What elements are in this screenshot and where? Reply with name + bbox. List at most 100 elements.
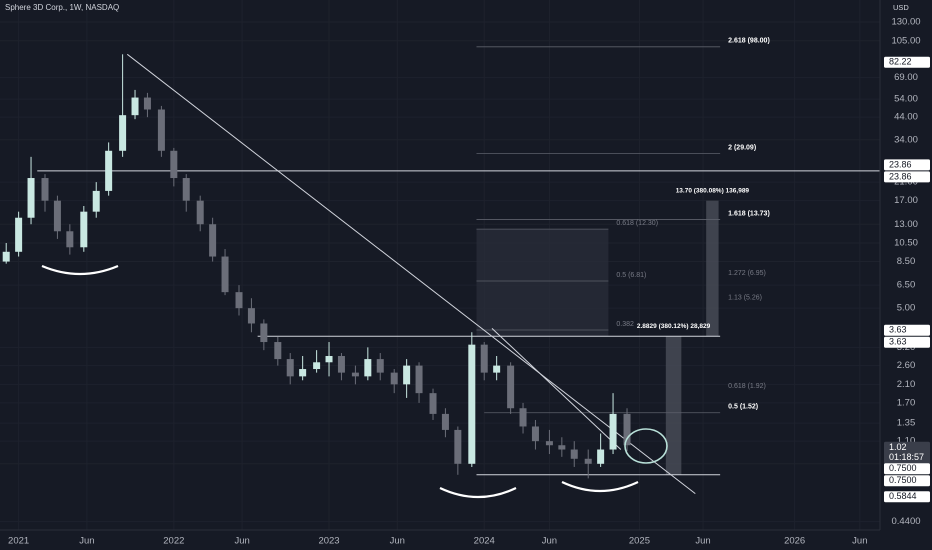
fib-label: 0.382 xyxy=(616,321,634,328)
candle-body xyxy=(15,217,23,252)
candle-body xyxy=(531,426,539,442)
candle-body xyxy=(299,369,307,377)
y-tick-label: 1.10 xyxy=(897,436,916,447)
price-label-box xyxy=(884,491,930,503)
candle-body xyxy=(570,449,578,459)
candle-body xyxy=(480,344,488,373)
candle-body xyxy=(519,408,527,427)
candle-body xyxy=(507,365,515,409)
highlight-circle xyxy=(624,428,668,464)
candle-body xyxy=(429,393,437,414)
fib-label: 2.618 (98.00) xyxy=(728,38,770,45)
candle-body xyxy=(286,359,294,377)
y-tick-label: 34.00 xyxy=(894,134,918,145)
price-label-box xyxy=(884,159,930,171)
candle-body xyxy=(196,200,204,225)
fib-label: 2 (29.09) xyxy=(728,144,756,151)
chart-title: Sphere 3D Corp., 1W, NASDAQ xyxy=(5,3,119,12)
y-tick-label: 17.00 xyxy=(894,195,918,206)
plot-area xyxy=(2,46,880,495)
candle-body xyxy=(403,365,411,385)
y-tick-label: 130.00 xyxy=(891,17,920,28)
x-tick-label: Jun xyxy=(390,536,405,547)
x-tick-label: Jun xyxy=(852,536,867,547)
candle-body xyxy=(80,211,88,248)
y-tick-label: 2.10 xyxy=(897,379,916,390)
candle-body xyxy=(454,429,462,464)
x-tick-label: 2021 xyxy=(8,536,29,547)
candle-body xyxy=(143,97,151,110)
price-label-box xyxy=(884,171,930,183)
y-tick-label: 2.60 xyxy=(897,360,916,371)
y-tick-label: 10.50 xyxy=(894,238,918,249)
candle-body xyxy=(105,150,113,191)
candle-body xyxy=(376,359,384,373)
y-tick-label: 0.4400 xyxy=(891,516,920,527)
price-label: 0.5844 xyxy=(889,491,917,501)
x-tick-label: 2023 xyxy=(318,536,339,547)
candle-body xyxy=(27,178,35,218)
price-label: 0.7500 xyxy=(889,463,917,473)
candle-body xyxy=(92,190,100,212)
price-label: 3.63 xyxy=(889,325,907,335)
trendline xyxy=(126,53,696,495)
fib-label: 1.272 (6.95) xyxy=(728,270,766,277)
candle-body xyxy=(209,224,217,257)
fib-label: 0.618 (1.92) xyxy=(728,383,766,390)
candle-body xyxy=(584,458,592,464)
candle-body xyxy=(364,359,372,377)
trendline xyxy=(491,328,622,450)
price-label-box xyxy=(884,56,930,68)
x-tick-label: Jun xyxy=(234,536,249,547)
fib-label: 0.5 (1.52) xyxy=(728,404,758,411)
x-tick-label: 2026 xyxy=(784,536,805,547)
projection-label: 2.8829 (380.12%) 28,829 xyxy=(637,323,711,330)
fib-label: 0.5 (6.81) xyxy=(616,272,646,279)
candle-body xyxy=(325,356,333,363)
projection-bar xyxy=(665,336,682,475)
zone xyxy=(476,229,609,337)
x-tick-label: Jun xyxy=(79,536,94,547)
projection-label: 13.70 (380.08%) 136,989 xyxy=(676,187,750,194)
y-tick-label: 54.00 xyxy=(894,94,918,105)
candle-body xyxy=(441,413,449,430)
candle-body xyxy=(131,97,139,116)
y-tick-label: 105.00 xyxy=(891,35,920,46)
candle-body xyxy=(53,200,61,232)
price-label-box xyxy=(884,441,930,464)
price-label: 0.7500 xyxy=(889,475,917,485)
candle-body xyxy=(2,251,10,262)
candle-body xyxy=(235,292,243,309)
currency: USD xyxy=(893,3,909,12)
candle-body xyxy=(493,365,501,373)
candle-body xyxy=(260,323,268,343)
price-label: 3.63 xyxy=(889,337,907,347)
candle-body xyxy=(468,344,476,464)
y-tick-label: 44.00 xyxy=(894,112,918,123)
pattern-arc xyxy=(41,264,119,276)
fib-label: 1.13 (5.26) xyxy=(728,295,762,302)
candle-body xyxy=(390,372,398,385)
price-label-box xyxy=(884,324,930,336)
projection-bar xyxy=(706,200,719,337)
x-tick-label: Jun xyxy=(542,536,557,547)
x-tick-label: 2025 xyxy=(629,536,650,547)
pattern-arc xyxy=(561,481,639,493)
price-label: 23.86 xyxy=(889,171,912,181)
y-tick-label: 1.70 xyxy=(897,397,916,408)
price-label: 82.22 xyxy=(889,57,912,67)
candle-body xyxy=(597,449,605,464)
candle-body xyxy=(66,231,74,248)
y-tick-label: 6.50 xyxy=(897,280,916,291)
y-tick-label: 13.00 xyxy=(894,219,918,230)
candle-body xyxy=(351,372,359,377)
candle-body xyxy=(337,356,345,373)
candle-body xyxy=(182,178,190,201)
x-tick-label: 2022 xyxy=(163,536,184,547)
candle-body xyxy=(545,441,553,446)
y-tick-label: 5.00 xyxy=(897,303,916,314)
price-label: 1.02 xyxy=(889,442,907,452)
